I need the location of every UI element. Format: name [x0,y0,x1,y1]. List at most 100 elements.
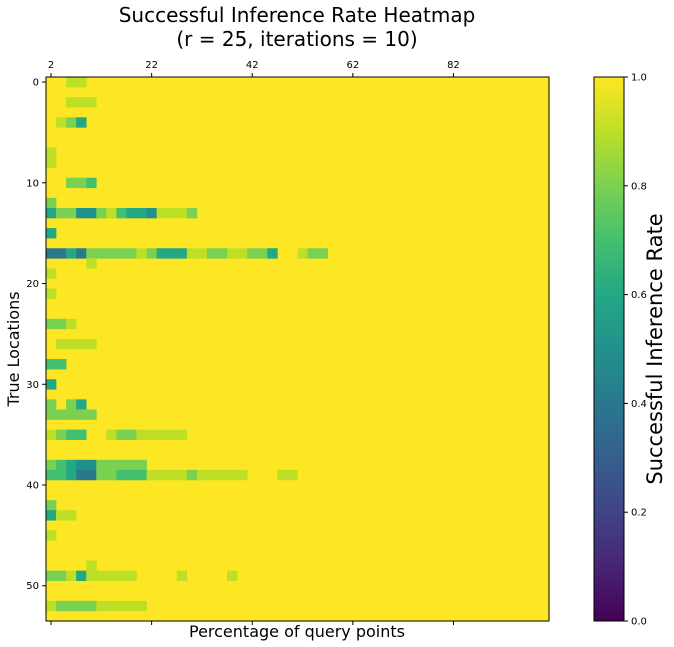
y-tick-label: 50 [26,581,39,592]
x-tick-label: 42 [246,60,259,71]
x-tick-label: 22 [145,60,158,71]
heatmap-cell [116,459,127,471]
heatmap-cell [56,600,67,612]
heatmap-cell [106,600,117,612]
chart-title-line2: (r = 25, iterations = 10) [176,27,417,51]
heatmap-cell [66,409,77,420]
heatmap-cell [46,510,57,521]
heatmap-cell [46,268,57,279]
heatmap-cell [176,570,188,581]
heatmap-cell [116,429,127,440]
heatmap-cell [136,248,147,259]
heatmap-cell [96,207,107,219]
heatmap-cell [66,318,77,330]
heatmap-cell [126,248,137,259]
heatmap-cell [136,207,147,219]
heatmap-cell [96,248,107,259]
heatmap-cell [66,429,77,440]
heatmap-cell [46,600,57,612]
heatmap-cell [186,248,198,259]
heatmap-cell [76,399,87,410]
heatmap-cell [56,207,67,219]
heatmap-cells [46,77,549,621]
heatmap-cell [46,207,57,219]
heatmap-cell [56,117,67,128]
heatmap-cell [106,570,117,581]
heatmap-cell [126,207,137,219]
colorbar-label: Successful Inference Rate [643,213,667,484]
colorbar: 0.0 0.2 0.4 0.6 0.8 1.0 [593,73,647,628]
heatmap-cell [106,459,117,471]
x-tick-label: 2 [48,60,54,71]
heatmap-cell [277,469,288,481]
heatmap-cell [76,459,87,471]
heatmap-cell [136,459,147,471]
chart-title-line1: Successful Inference Rate Heatmap [119,3,476,27]
heatmap-cell [196,248,208,259]
heatmap-cell [46,228,57,239]
heatmap-cell [217,469,228,481]
heatmap-cell [46,157,57,168]
heatmap-cell [46,379,57,390]
heatmap-cell [156,469,168,481]
heatmap-cell [106,248,117,259]
heatmap-cell [116,600,127,612]
heatmap-cell [46,248,57,259]
y-axis-ticks: 0 10 20 30 40 50 [26,78,46,592]
heatmap-cell [76,338,87,350]
heatmap-cell [136,469,147,481]
heatmap-cell [66,570,77,581]
heatmap-cell [46,409,57,420]
x-axis-ticks: 2 22 42 62 82 [48,60,460,625]
y-tick-label: 30 [26,380,39,391]
heatmap-cell [106,469,117,481]
heatmap-cell [136,600,147,612]
heatmap-cell [206,248,218,259]
heatmap-cell [186,469,198,481]
heatmap-cell [46,500,57,511]
heatmap-cell [46,530,57,541]
heatmap-cell [66,600,77,612]
heatmap-cell [196,469,208,481]
heatmap-cell [66,97,77,108]
heatmap-cell [76,409,87,420]
heatmap-cell [307,248,318,259]
y-tick-label: 40 [26,481,39,492]
heatmap-cell [176,207,188,219]
heatmap-cell [146,429,157,440]
y-axis-label: True Locations [4,291,23,407]
heatmap-cell [227,469,238,481]
heatmap-cell [46,429,57,440]
heatmap-cell [76,469,87,481]
heatmap-cell [76,600,87,612]
heatmap-cell [86,97,97,108]
heatmap-cell [56,429,67,440]
heatmap-cell [267,248,278,259]
heatmap-cell [96,570,107,581]
heatmap-cell [176,248,188,259]
heatmap-cell [56,510,67,521]
x-axis-label: Percentage of query points [189,622,405,641]
colorbar-tick-label: 0.4 [631,399,647,410]
heatmap-cell [96,459,107,471]
heatmap-cell [46,459,57,471]
colorbar-tick-label: 0.0 [631,617,647,628]
heatmap-cell [66,77,77,88]
heatmap-cell [76,77,87,88]
x-tick-label: 82 [447,60,460,71]
heatmap-cell [46,359,57,370]
heatmap-cell [56,570,67,581]
heatmap-cell [66,248,77,259]
heatmap-cell [86,570,97,581]
colorbar-gradient [593,76,625,622]
heatmap-cell [116,570,127,581]
heatmap-background [46,77,549,621]
heatmap-cell [86,248,97,259]
heatmap-cell [46,399,57,410]
heatmap-cell [66,469,77,481]
heatmap-cell [237,248,248,259]
heatmap-cell [66,177,77,189]
heatmap-cell [156,207,168,219]
heatmap-cell [186,207,198,219]
heatmap-cell [146,469,157,481]
